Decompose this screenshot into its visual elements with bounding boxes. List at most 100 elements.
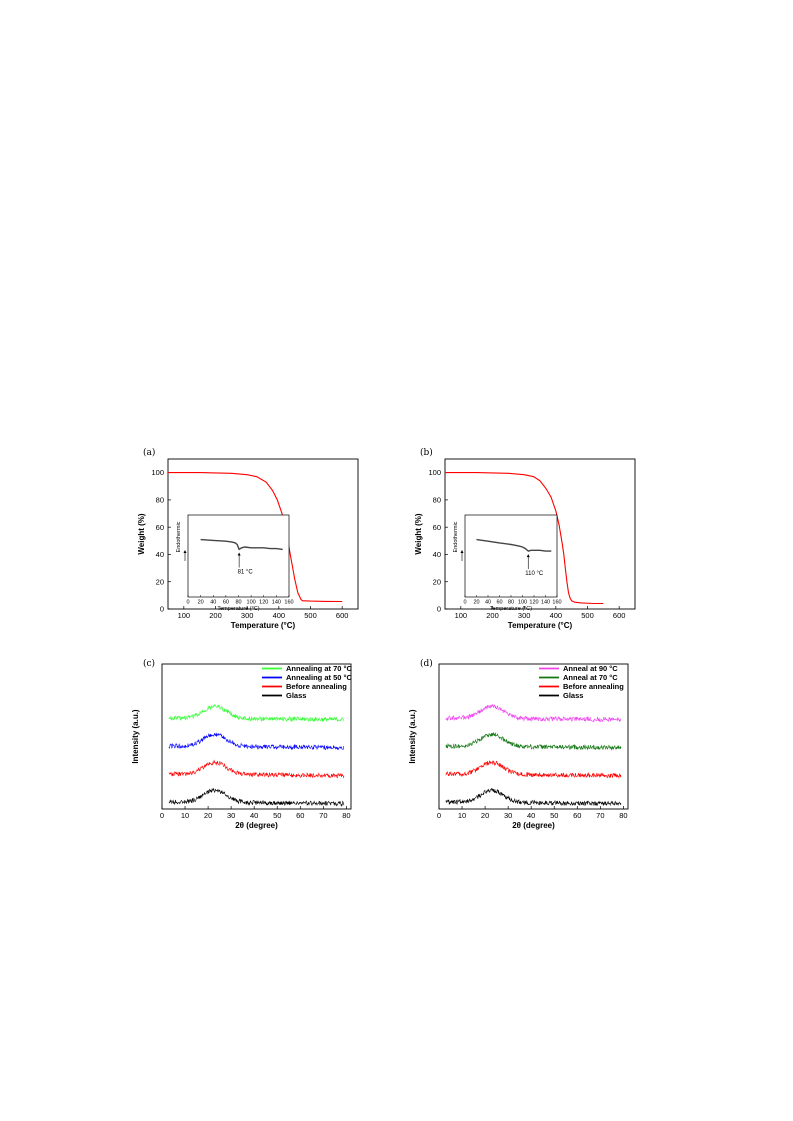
x-tick-label: 200: [209, 611, 222, 620]
legend-entry: Anneal at 90 °C: [563, 664, 618, 673]
x-tick-label: 200: [486, 611, 499, 620]
endothermic-arrowhead: [183, 550, 187, 553]
y-axis-label: Intensity (a.u.): [408, 709, 417, 764]
y-tick-label: 0: [437, 605, 441, 614]
y-tick-label: 60: [156, 523, 164, 532]
xrd-pattern: [445, 732, 622, 751]
xrd-pattern: [168, 787, 345, 807]
x-tick-label: 80: [619, 811, 627, 820]
y-axis-label: Intensity (a.u.): [131, 709, 140, 764]
x-tick-label: 40: [250, 811, 258, 820]
y-tick-label: 20: [156, 577, 164, 586]
x-axis-label: 2θ (degree): [235, 821, 278, 830]
inset-x-tick-label: 40: [485, 600, 491, 606]
inset-x-tick-label: 80: [508, 600, 514, 606]
x-tick-label: 50: [550, 811, 558, 820]
legend-entry: Anneal at 70 °C: [563, 673, 618, 682]
x-tick-label: 30: [504, 811, 512, 820]
inset-x-tick-label: 60: [496, 600, 502, 606]
x-tick-label: 500: [304, 611, 317, 620]
x-tick-label: 100: [178, 611, 191, 620]
x-tick-label: 500: [581, 611, 594, 620]
legend-entry: Before annealing: [563, 682, 624, 691]
x-axis-label: 2θ (degree): [512, 821, 555, 830]
inset-x-tick-label: 120: [529, 600, 538, 606]
x-tick-label: 60: [573, 811, 581, 820]
x-tick-label: 40: [527, 811, 535, 820]
chart-panel-d: (d) 0 10 20 30 40 50 60 70 80 2θ (degree) Intensity…: [408, 658, 629, 830]
endothermic-arrowhead: [460, 550, 464, 553]
inset-x-tick-label: 80: [235, 600, 241, 606]
x-tick-label: 0: [160, 811, 164, 820]
panel-label: (d): [420, 658, 433, 669]
inset-x-tick-label: 20: [198, 600, 204, 606]
xrd-pattern: [445, 704, 622, 723]
chart-panel-c: (c) 0 10 20 30 40 50 60 70 80 2θ (degree) Intensity…: [131, 658, 353, 830]
plot-frame: [161, 663, 352, 810]
plot-frame: [444, 458, 636, 610]
x-tick-label: 400: [550, 611, 563, 620]
panel-label: (a): [143, 447, 155, 458]
inset-x-tick-label: 100: [247, 600, 256, 606]
x-tick-label: 300: [241, 611, 254, 620]
inset-x-tick-label: 100: [518, 600, 527, 606]
x-axis-label: Temperature (°C): [231, 621, 296, 630]
inset-x-tick-label: 0: [186, 600, 189, 606]
inset-y-axis-label: Endothermic: [453, 521, 459, 552]
tga-curve: [445, 472, 604, 605]
x-tick-label: 20: [481, 811, 489, 820]
inset-frame: [464, 514, 558, 598]
panel-label: (b): [420, 447, 433, 458]
y-axis-label: Weight (%): [137, 513, 146, 555]
plot-frame: [438, 663, 629, 810]
y-axis-label: Weight (%): [414, 513, 423, 555]
inset-x-tick-label: 140: [272, 600, 281, 606]
plot-frame: [167, 458, 359, 610]
x-tick-label: 20: [204, 811, 212, 820]
inset-x-tick-label: 120: [259, 600, 268, 606]
dsc-curve: [200, 538, 283, 551]
x-tick-label: 50: [273, 811, 281, 820]
xrd-pattern: [168, 703, 345, 723]
transition-arrowhead: [237, 552, 241, 556]
x-tick-label: 300: [518, 611, 531, 620]
y-tick-label: 40: [156, 550, 164, 559]
x-tick-label: 600: [613, 611, 626, 620]
transition-label: 110 °C: [525, 571, 544, 577]
y-tick-label: 40: [433, 550, 441, 559]
x-axis-label: Temperature (°C): [508, 621, 573, 630]
xrd-pattern: [168, 732, 345, 751]
legend-entry: Glass: [563, 691, 583, 700]
legend-entry: Before annealing: [286, 682, 347, 691]
y-tick-label: 0: [160, 605, 164, 614]
y-tick-label: 60: [433, 523, 441, 532]
inset-x-tick-label: 40: [210, 600, 216, 606]
x-tick-label: 80: [342, 811, 350, 820]
x-tick-label: 10: [181, 811, 189, 820]
y-tick-label: 100: [428, 468, 441, 477]
inset-x-tick-label: 160: [552, 600, 561, 606]
inset-x-tick-label: 20: [473, 600, 479, 606]
x-tick-label: 70: [596, 811, 604, 820]
inset-x-axis-label: Temperature (°C): [490, 606, 532, 612]
x-tick-label: 30: [227, 811, 235, 820]
xrd-pattern: [445, 787, 622, 807]
xrd-pattern: [445, 760, 622, 779]
inset-x-axis-label: Temperature (°C): [217, 606, 259, 612]
transition-label: 81 °C: [238, 569, 254, 575]
y-tick-label: 100: [151, 468, 164, 477]
x-tick-label: 10: [458, 811, 466, 820]
inset-y-axis-label: Endothermic: [176, 521, 182, 552]
x-tick-label: 400: [273, 611, 286, 620]
panel-label: (c): [143, 658, 155, 669]
dsc-curve: [476, 538, 552, 552]
x-tick-label: 0: [437, 811, 441, 820]
legend-entry: Annealing at 70 °C: [286, 664, 353, 673]
transition-arrowhead: [526, 554, 530, 558]
inset-x-tick-label: 60: [223, 600, 229, 606]
dsc-inset: 0 20 40 60 80 100 120 140 160 Temperature (°C) End…: [176, 514, 294, 612]
legend-entry: Glass: [286, 691, 306, 700]
inset-x-tick-label: 140: [541, 600, 550, 606]
